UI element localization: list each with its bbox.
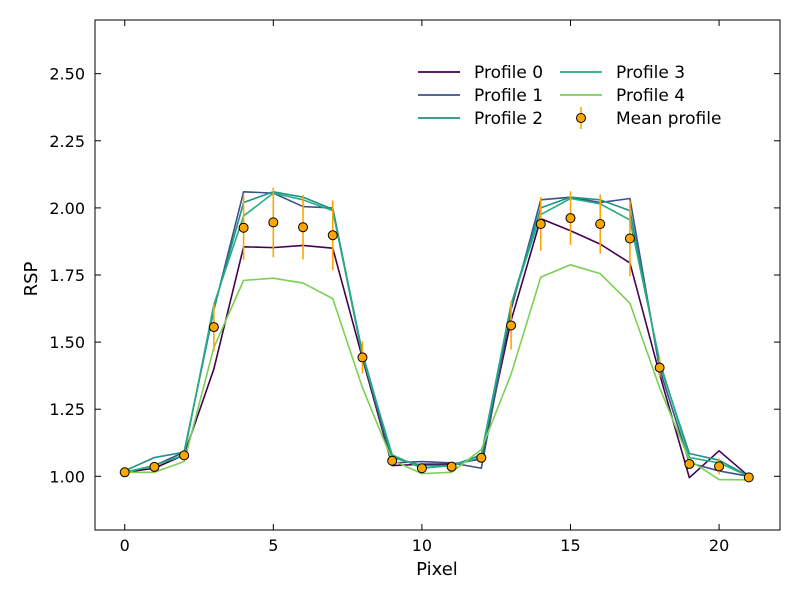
mean-point — [149, 461, 160, 472]
y-tick-label: 2.25 — [49, 132, 85, 151]
x-tick-label: 10 — [412, 536, 432, 555]
x-tick-label: 5 — [268, 536, 278, 555]
mean-point — [506, 320, 517, 331]
mean-point — [714, 461, 725, 472]
mean-point — [208, 322, 219, 333]
legend: Profile 0 Profile 1 Profile 2 Profile 3 Prof… — [418, 63, 721, 129]
series-line-profile-0 — [124, 217, 750, 479]
y-tick-label: 2.50 — [49, 65, 85, 84]
y-tick-label: 1.25 — [49, 400, 85, 419]
y-tick-label: 1.00 — [49, 467, 85, 486]
mean-point — [684, 458, 695, 469]
mean-point — [565, 213, 576, 224]
y-tick-label: 1.75 — [49, 266, 85, 285]
series-line-profile-3 — [124, 192, 750, 478]
legend-label: Profile 3 — [616, 63, 685, 83]
x-tick-label: 20 — [709, 536, 729, 555]
mean-point — [179, 450, 190, 461]
x-axis-label: Pixel — [416, 559, 458, 580]
x-tick-label: 15 — [560, 536, 580, 555]
plot-area: 0 5 10 15 20 1.00 1.25 1.50 1.75 2.00 2.25 2.50 — [49, 19, 781, 555]
mean-point — [476, 452, 487, 463]
series-line-profile-1 — [124, 190, 749, 478]
mean-point — [535, 219, 546, 229]
legend-label: Profile 4 — [616, 86, 685, 106]
series-line-profile-4 — [124, 263, 749, 481]
mean-point — [446, 461, 457, 472]
mean-point — [387, 455, 398, 466]
y-axis-label: RSP — [21, 261, 42, 296]
mean-point — [624, 233, 635, 244]
mean-point — [416, 463, 427, 474]
mean-point — [298, 222, 309, 233]
mean-point — [119, 467, 130, 478]
mean-point — [357, 352, 368, 363]
legend-label: Profile 2 — [474, 109, 543, 129]
y-tick-label: 1.50 — [49, 333, 85, 352]
series-line-profile-2 — [124, 190, 750, 478]
legend-label: Mean profile — [616, 109, 721, 129]
mean-point — [327, 230, 338, 241]
y-tick-label: 2.00 — [49, 199, 85, 218]
mean-point — [268, 217, 279, 228]
x-tick-label: 0 — [120, 536, 130, 555]
mean-point — [654, 362, 665, 373]
legend-label: Profile 0 — [474, 63, 543, 83]
legend-label: Profile 1 — [474, 86, 543, 106]
legend-marker — [576, 113, 586, 123]
mean-point — [743, 472, 754, 483]
mean-point — [595, 219, 606, 229]
mean-point — [238, 222, 249, 233]
